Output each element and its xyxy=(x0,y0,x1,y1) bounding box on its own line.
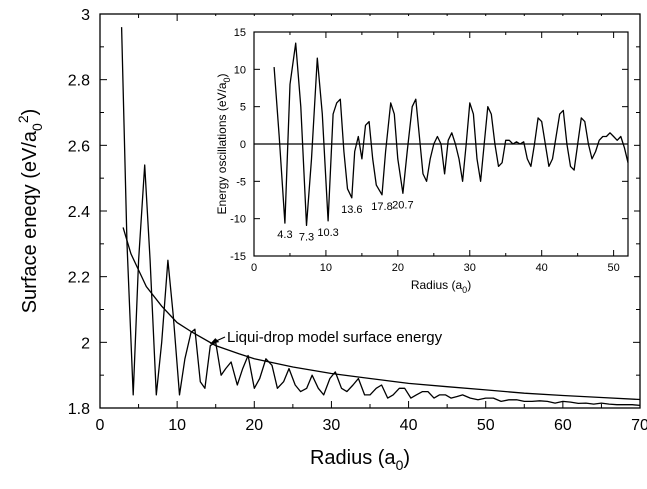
main-y-tick-label: 2 xyxy=(81,335,90,352)
main-x-tick-label: 10 xyxy=(168,417,186,434)
main-x-tick-label: 60 xyxy=(554,417,572,434)
inset-y-tick-label: 15 xyxy=(234,27,246,39)
inset-x-tick-label: 50 xyxy=(607,262,619,274)
inset-minimum-label: 10.3 xyxy=(317,227,338,239)
main-y-tick-label: 2.2 xyxy=(68,270,90,287)
main-x-tick-label: 70 xyxy=(631,417,647,434)
inset-x-axis-label: Radius (a0) xyxy=(411,278,471,295)
main-x-tick-label: 0 xyxy=(96,417,105,434)
inset-y-tick-label: -5 xyxy=(236,176,246,188)
main-x-tick-label: 30 xyxy=(323,417,341,434)
inset-y-tick-label: 10 xyxy=(234,64,246,76)
inset-minimum-label: 20.7 xyxy=(392,199,413,211)
inset-series-line xyxy=(273,42,629,227)
main-y-tick-label: 2.8 xyxy=(68,73,90,90)
main-y-axis-label: Surface eneqy (eV/a02) xyxy=(15,109,45,314)
main-y-tick-label: 2.4 xyxy=(68,204,90,221)
main-y-tick-label: 1.8 xyxy=(68,401,90,418)
main-x-tick-label: 50 xyxy=(477,417,495,434)
inset-minimum-label: 7.3 xyxy=(299,231,314,243)
inset-y-tick-label: 5 xyxy=(240,102,246,114)
inset-background xyxy=(202,16,634,308)
inset-x-tick-label: 10 xyxy=(320,262,332,274)
inset-y-axis-label: Energy oscillations (eV/a0) xyxy=(215,73,232,214)
main-x-tick-label: 40 xyxy=(400,417,418,434)
main-series-line-liquid-drop xyxy=(122,227,641,401)
inset-x-tick-label: 30 xyxy=(464,262,476,274)
inset-minimum-label: 17.8 xyxy=(371,201,392,213)
main-y-tick-label: 3 xyxy=(81,7,90,24)
main-x-tick-label: 20 xyxy=(245,417,263,434)
main-annotation-arrow-head xyxy=(210,338,220,344)
inset-minimum-label: 13.6 xyxy=(341,204,362,216)
inset-y-tick-label: -15 xyxy=(230,251,246,263)
inset-y-tick-label: -10 xyxy=(230,214,246,226)
inset-y-tick-label: 0 xyxy=(240,139,246,151)
main-series-line-oscillating xyxy=(120,27,641,407)
main-x-axis-label: Radius (a0) xyxy=(310,447,410,473)
main-annotation-label: Liqui-drop model surface energy xyxy=(227,329,443,346)
inset-x-tick-label: 40 xyxy=(536,262,548,274)
inset-plot: 0 10 20 30 40 50 -15 -10 -5 0 5 10 15 4.3 7.3 10.313.6 1… xyxy=(202,16,634,308)
main-y-tick-label: 2.6 xyxy=(68,138,90,155)
inset-x-tick-label: 0 xyxy=(251,262,257,274)
inset-x-tick-label: 20 xyxy=(392,262,404,274)
inset-minimum-label: 4.3 xyxy=(277,229,292,241)
